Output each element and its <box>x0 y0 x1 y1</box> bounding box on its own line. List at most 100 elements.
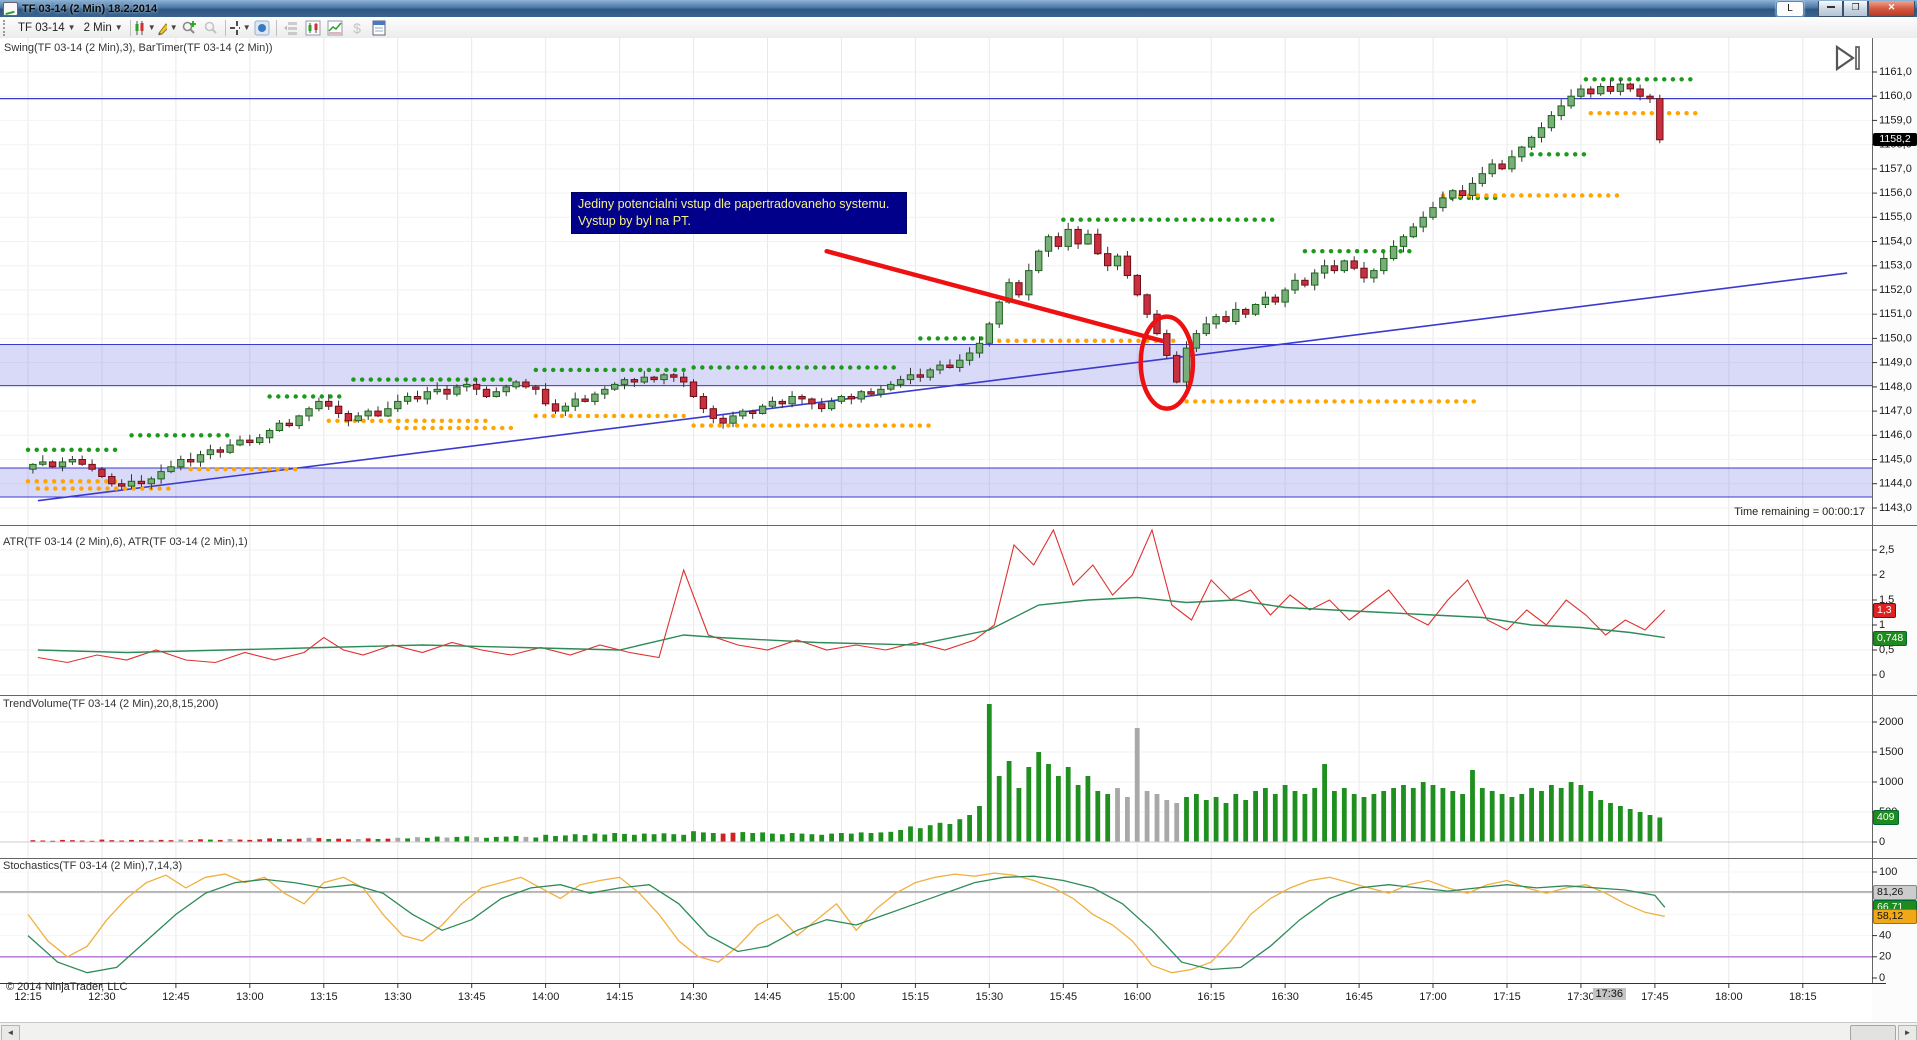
svg-text:1152,0: 1152,0 <box>1879 284 1912 296</box>
svg-text:17:45: 17:45 <box>1641 991 1669 1003</box>
data-series-icon <box>283 21 297 35</box>
svg-text:1144,0: 1144,0 <box>1879 478 1912 490</box>
svg-text:12:45: 12:45 <box>162 991 190 1003</box>
window-title: TF 03-14 (2 Min) 18.2.2014 <box>22 2 158 15</box>
svg-text:13:00: 13:00 <box>236 991 264 1003</box>
svg-text:15:15: 15:15 <box>902 991 930 1003</box>
chart-trader-button[interactable] <box>251 19 273 37</box>
horizontal-scrollbar[interactable]: ◄ ► <box>0 1022 1917 1040</box>
zoom-in-icon <box>182 20 196 34</box>
svg-text:12:15: 12:15 <box>14 991 42 1003</box>
strategies-button[interactable] <box>324 19 346 37</box>
chart-toolbar: TF 03-14 ▼ 2 Min ▼ ▼ ▼ <box>0 17 1917 39</box>
account-button: $ <box>346 19 368 37</box>
instrument-dropdown[interactable]: TF 03-14 ▼ <box>18 21 76 34</box>
price-panel <box>0 77 1872 502</box>
swing-high-dots <box>25 77 1697 452</box>
svg-text:16:45: 16:45 <box>1345 991 1373 1003</box>
svg-text:12:30: 12:30 <box>88 991 116 1003</box>
svg-text:1146,0: 1146,0 <box>1879 429 1912 441</box>
candles-icon <box>135 20 144 35</box>
svg-text:17:15: 17:15 <box>1493 991 1521 1003</box>
svg-text:0: 0 <box>1879 972 1885 984</box>
svg-text:1153,0: 1153,0 <box>1879 260 1912 272</box>
svg-text:1,5: 1,5 <box>1879 594 1894 606</box>
dollar-icon: $ <box>353 20 361 36</box>
interval-dropdown[interactable]: 2 Min ▼ <box>83 21 123 34</box>
svg-text:15:30: 15:30 <box>976 991 1004 1003</box>
svg-text:13:15: 13:15 <box>310 991 338 1003</box>
svg-text:0: 0 <box>1879 669 1885 681</box>
toolbar-separator <box>275 19 277 36</box>
zoom-in-button[interactable] <box>178 19 200 37</box>
restore-button[interactable]: ❐ <box>1843 0 1868 17</box>
chevron-down-icon: ▼ <box>147 23 156 32</box>
scroll-left-button[interactable]: ◄ <box>1 1025 20 1040</box>
close-button[interactable]: ✕ <box>1868 0 1915 17</box>
svg-text:40: 40 <box>1879 930 1891 942</box>
bar-timer-text: Time remaining = 00:00:17 <box>1734 506 1865 518</box>
go-to-last-bar-button[interactable] <box>1833 44 1867 72</box>
svg-text:20: 20 <box>1879 951 1891 963</box>
link-button[interactable]: L <box>1776 0 1804 17</box>
svg-text:15:45: 15:45 <box>1050 991 1078 1003</box>
copyright-text: © 2014 NinjaTrader, LLC <box>6 981 128 993</box>
zoom-out-icon <box>204 21 217 34</box>
scroll-right-button[interactable]: ► <box>1898 1025 1917 1040</box>
svg-text:14:00: 14:00 <box>532 991 560 1003</box>
svg-text:1155,0: 1155,0 <box>1879 211 1912 223</box>
svg-text:1150,0: 1150,0 <box>1879 332 1912 344</box>
drawing-tools-button[interactable]: ▼ <box>156 19 178 37</box>
svg-text:2,5: 2,5 <box>1879 544 1894 556</box>
stoch-panel-label: Stochastics(TF 03-14 (2 Min),7,14,3) <box>3 860 183 872</box>
chart-canvas[interactable]: 1161,01160,01159,01158,01157,01156,01155… <box>0 38 1917 1022</box>
svg-text:14:45: 14:45 <box>754 991 782 1003</box>
stoch-band-badge: 81,26 <box>1873 885 1917 900</box>
chevron-down-icon: ▼ <box>242 23 251 32</box>
stoch-k-badge: 58,12 <box>1873 909 1917 924</box>
pencil-icon <box>157 22 167 35</box>
toolbar-separator <box>224 19 226 36</box>
svg-text:1000: 1000 <box>1879 776 1903 788</box>
toolbar-separator <box>129 19 131 36</box>
svg-text:1143,0: 1143,0 <box>1879 502 1912 514</box>
svg-text:1145,0: 1145,0 <box>1879 453 1912 465</box>
svg-text:17:00: 17:00 <box>1419 991 1447 1003</box>
svg-text:1149,0: 1149,0 <box>1879 357 1912 369</box>
svg-text:16:30: 16:30 <box>1271 991 1299 1003</box>
svg-text:16:00: 16:00 <box>1124 991 1152 1003</box>
chevron-down-icon: ▼ <box>67 23 76 32</box>
svg-text:1157,0: 1157,0 <box>1879 163 1912 175</box>
atr-fast-badge: 1,3 <box>1873 603 1896 618</box>
properties-button[interactable] <box>368 19 390 37</box>
volume-panel <box>0 704 1872 843</box>
svg-text:1154,0: 1154,0 <box>1879 235 1912 247</box>
annotation-text-box[interactable]: Jediny potencialni vstup dle papertradov… <box>571 192 907 234</box>
svg-text:1160,0: 1160,0 <box>1879 90 1912 102</box>
svg-text:1148,0: 1148,0 <box>1879 381 1912 393</box>
properties-icon <box>372 20 386 35</box>
indicators-icon <box>305 20 321 35</box>
crosshair-button[interactable]: ▼ <box>229 19 251 37</box>
indicators-button[interactable] <box>302 19 324 37</box>
chevron-down-icon: ▼ <box>169 23 178 32</box>
svg-text:100: 100 <box>1879 866 1897 878</box>
swing-low-dots <box>25 110 1702 491</box>
svg-text:17:30: 17:30 <box>1567 991 1595 1003</box>
data-series-button <box>280 19 302 37</box>
entry-highlight[interactable] <box>824 248 1196 411</box>
app-chart-icon <box>3 1 18 16</box>
svg-text:1161,0: 1161,0 <box>1879 66 1912 78</box>
last-price-badge: 1158,2 <box>1873 133 1917 146</box>
atr-panel-label: ATR(TF 03-14 (2 Min),6), ATR(TF 03-14 (2… <box>3 536 248 548</box>
minimize-button[interactable] <box>1818 0 1843 17</box>
svg-text:1156,0: 1156,0 <box>1879 187 1912 199</box>
svg-text:2000: 2000 <box>1879 716 1903 728</box>
title-bar: TF 03-14 (2 Min) 18.2.2014 L ❐ ✕ <box>0 0 1917 17</box>
atr-panel <box>37 528 1666 664</box>
svg-text:2: 2 <box>1879 569 1885 581</box>
scroll-thumb[interactable] <box>1850 1025 1896 1040</box>
chart-style-button[interactable]: ▼ <box>134 19 156 37</box>
toolbar-grip[interactable] <box>3 19 10 36</box>
svg-text:1159,0: 1159,0 <box>1879 114 1912 126</box>
